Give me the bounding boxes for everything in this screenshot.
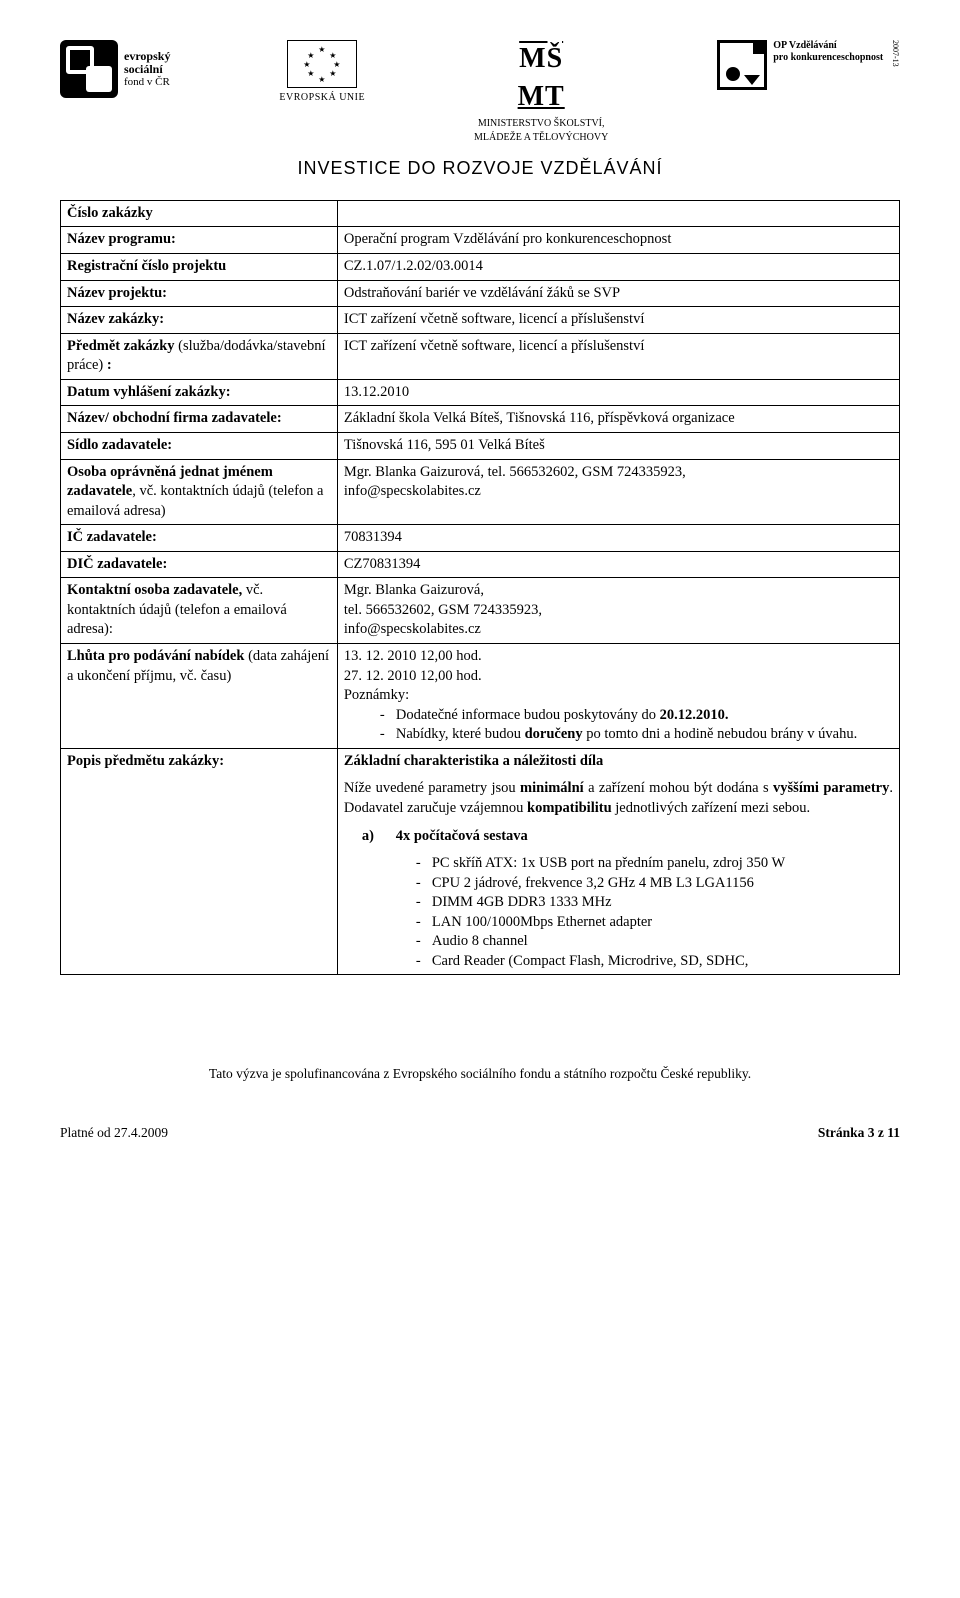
label-osoba: Osoba oprávněná jednat jménem zadavatele…	[61, 459, 338, 525]
popis-para: Níže uvedené parametry jsou minimální a …	[344, 779, 893, 818]
footer-right: Stránka 3 z 11	[818, 1124, 900, 1142]
eu-logo: ★★ ★★ ★★ ★★ EVROPSKÁ UNIE	[279, 40, 365, 105]
esf-logo: evropský sociální fond v ČR	[60, 40, 170, 98]
list-item: Dodatečné informace budou poskytovány do…	[380, 706, 893, 726]
op-line1: OP Vzdělávání	[773, 40, 883, 52]
value-cislo-zakazky	[337, 200, 899, 227]
value-ic: 70831394	[337, 525, 899, 552]
value-datum-vyhl: 13.12.2010	[337, 379, 899, 406]
table-row: Registrační číslo projektu CZ.1.07/1.2.0…	[61, 254, 900, 281]
table-row: Název programu: Operační program Vzděláv…	[61, 227, 900, 254]
value-dic: CZ70831394	[337, 551, 899, 578]
op-logo: OP Vzdělávání pro konkurenceschopnost 20…	[717, 40, 900, 90]
list-item: Audio 8 channel	[416, 932, 893, 952]
label-popis: Popis předmětu zakázky:	[61, 748, 338, 975]
msmt-icon: MŠ MT	[474, 40, 608, 116]
esf-line3: fond v ČR	[124, 76, 170, 88]
popis-section-a: a) 4x počítačová sestava	[344, 827, 893, 847]
msmt-logo: MŠ MT MINISTERSTVO ŠKOLSTVÍ, MLÁDEŽE A T…	[474, 40, 608, 144]
value-reg-cislo: CZ.1.07/1.2.02/03.0014	[337, 254, 899, 281]
table-row: Název projektu: Odstraňování bariér ve v…	[61, 280, 900, 307]
value-popis: Základní charakteristika a náležitosti d…	[337, 748, 899, 975]
label-nazev-projektu: Název projektu:	[61, 280, 338, 307]
label-nazev-programu: Název programu:	[61, 227, 338, 254]
esf-line2: sociální	[124, 63, 170, 76]
value-kontakt: Mgr. Blanka Gaizurová, tel. 566532602, G…	[337, 578, 899, 644]
value-lhuta: 13. 12. 2010 12,00 hod. 27. 12. 2010 12,…	[337, 644, 899, 749]
label-nazev-zakazky: Název zakázky:	[61, 307, 338, 334]
invest-heading: INVESTICE DO ROZVOJE VZDĚLÁVÁNÍ	[60, 156, 900, 180]
label-dic: DIČ zadavatele:	[61, 551, 338, 578]
table-row: Datum vyhlášení zakázky: 13.12.2010	[61, 379, 900, 406]
esf-text: evropský sociální fond v ČR	[124, 50, 170, 88]
value-osoba: Mgr. Blanka Gaizurová, tel. 566532602, G…	[337, 459, 899, 525]
msmt-line2: MLÁDEŽE A TĚLOVÝCHOVY	[474, 132, 608, 144]
table-row: Popis předmětu zakázky: Základní charakt…	[61, 748, 900, 975]
footer-line: Tato výzva je spolufinancována z Evropsk…	[60, 1065, 900, 1083]
table-row: Název zakázky: ICT zařízení včetně softw…	[61, 307, 900, 334]
esf-line1: evropský	[124, 50, 170, 63]
esf-icon	[60, 40, 118, 98]
value-nazev-programu: Operační program Vzdělávání pro konkuren…	[337, 227, 899, 254]
eu-label: EVROPSKÁ UNIE	[279, 91, 365, 105]
value-nazev-zakazky: ICT zařízení včetně software, licencí a …	[337, 307, 899, 334]
value-predmet: ICT zařízení včetně software, licencí a …	[337, 333, 899, 379]
table-row: Předmět zakázky (služba/dodávka/stavební…	[61, 333, 900, 379]
spec-list: PC skříň ATX: 1x USB port na předním pan…	[344, 854, 893, 971]
table-row: Lhůta pro podávání nabídek (data zahájen…	[61, 644, 900, 749]
list-item: Nabídky, které budou doručeny po tomto d…	[380, 725, 893, 745]
label-kontakt: Kontaktní osoba zadavatele, vč. kontaktn…	[61, 578, 338, 644]
footer-left: Platné od 27.4.2009	[60, 1124, 168, 1142]
label-ic: IČ zadavatele:	[61, 525, 338, 552]
list-item: PC skříň ATX: 1x USB port na předním pan…	[416, 854, 893, 874]
label-datum-vyhl: Datum vyhlášení zakázky:	[61, 379, 338, 406]
eu-flag-icon: ★★ ★★ ★★ ★★	[287, 40, 357, 88]
op-years: 2007-13	[889, 40, 900, 67]
table-row: Sídlo zadavatele: Tišnovská 116, 595 01 …	[61, 432, 900, 459]
list-item: DIMM 4GB DDR3 1333 MHz	[416, 893, 893, 913]
main-table: Číslo zakázky Název programu: Operační p…	[60, 200, 900, 976]
label-cislo-zakazky: Číslo zakázky	[61, 200, 338, 227]
label-lhuta: Lhůta pro podávání nabídek (data zahájen…	[61, 644, 338, 749]
op-line2: pro konkurenceschopnost	[773, 52, 883, 64]
popis-heading: Základní charakteristika a náležitosti d…	[344, 753, 603, 769]
value-nazev-firma: Základní škola Velká Bíteš, Tišnovská 11…	[337, 406, 899, 433]
footer: Tato výzva je spolufinancována z Evropsk…	[60, 1065, 900, 1141]
table-row: DIČ zadavatele: CZ70831394	[61, 551, 900, 578]
list-item: Card Reader (Compact Flash, Microdrive, …	[416, 952, 893, 972]
label-predmet: Předmět zakázky (služba/dodávka/stavební…	[61, 333, 338, 379]
table-row: Název/ obchodní firma zadavatele: Základ…	[61, 406, 900, 433]
value-nazev-projektu: Odstraňování bariér ve vzdělávání žáků s…	[337, 280, 899, 307]
table-row: Kontaktní osoba zadavatele, vč. kontaktn…	[61, 578, 900, 644]
table-row: Osoba oprávněná jednat jménem zadavatele…	[61, 459, 900, 525]
list-item: CPU 2 jádrové, frekvence 3,2 GHz 4 MB L3…	[416, 874, 893, 894]
op-icon	[717, 40, 767, 90]
table-row: IČ zadavatele: 70831394	[61, 525, 900, 552]
msmt-line1: MINISTERSTVO ŠKOLSTVÍ,	[474, 118, 608, 130]
header-logos: evropský sociální fond v ČR ★★ ★★ ★★ ★★ …	[60, 40, 900, 144]
label-sidlo: Sídlo zadavatele:	[61, 432, 338, 459]
label-nazev-firma: Název/ obchodní firma zadavatele:	[61, 406, 338, 433]
list-item: LAN 100/1000Mbps Ethernet adapter	[416, 913, 893, 933]
table-row: Číslo zakázky	[61, 200, 900, 227]
value-sidlo: Tišnovská 116, 595 01 Velká Bíteš	[337, 432, 899, 459]
label-reg-cislo: Registrační číslo projektu	[61, 254, 338, 281]
